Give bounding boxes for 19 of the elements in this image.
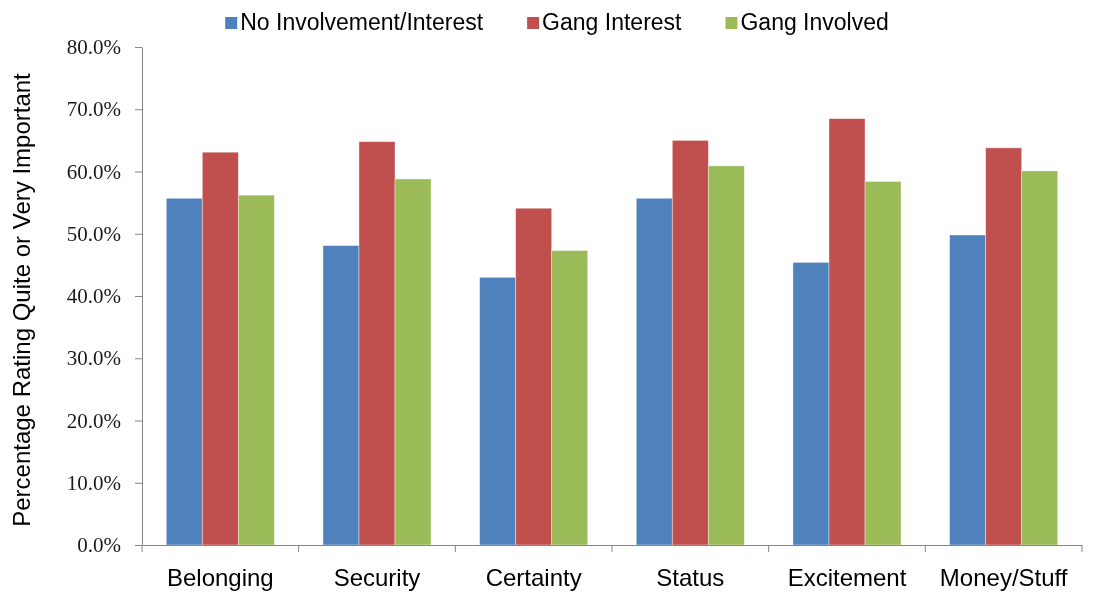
y-tick-label: 10.0% bbox=[66, 470, 121, 495]
x-tick-label: Security bbox=[333, 564, 421, 591]
y-tick-label: 50.0% bbox=[66, 221, 121, 246]
legend-label: Gang Interest bbox=[542, 9, 683, 35]
y-tick-label: 30.0% bbox=[66, 346, 121, 371]
legend-label: Gang Involved bbox=[740, 9, 889, 35]
x-tick-label: Certainty bbox=[485, 564, 582, 591]
y-tick-label: 20.0% bbox=[66, 408, 121, 433]
y-tick-label: 80.0% bbox=[66, 35, 121, 60]
y-tick-label: 40.0% bbox=[66, 284, 121, 309]
legend-label: No Involvement/Interest bbox=[240, 9, 484, 35]
y-axis-title: Percentage Rating Quite or Very Important bbox=[8, 72, 35, 527]
x-tick-label: Belonging bbox=[166, 564, 274, 591]
y-tick-label: 60.0% bbox=[66, 159, 121, 184]
x-tick-label: Status bbox=[656, 564, 725, 591]
y-tick-label: 0.0% bbox=[77, 533, 121, 558]
x-tick-label: Money/Stuff bbox=[939, 564, 1068, 591]
x-tick-label: Excitement bbox=[787, 564, 907, 591]
y-tick-label: 70.0% bbox=[66, 97, 121, 122]
